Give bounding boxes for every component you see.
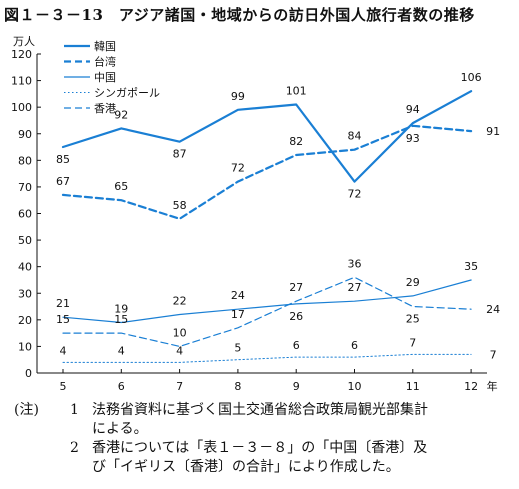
y-tick-label: 80 bbox=[18, 154, 32, 167]
data-label: 5 bbox=[234, 342, 241, 355]
data-label: 10 bbox=[173, 326, 187, 339]
y-tick-label: 110 bbox=[11, 75, 32, 88]
data-label: 21 bbox=[56, 297, 70, 310]
footnote-text: び「イギリス〔香港〕の合計」により作成した。 bbox=[92, 459, 400, 475]
x-tick-label: 11 bbox=[406, 380, 420, 393]
data-label: 67 bbox=[56, 175, 70, 188]
data-label: 15 bbox=[114, 313, 128, 326]
x-tick-label: 12 bbox=[464, 380, 478, 393]
data-label: 92 bbox=[114, 108, 128, 121]
y-unit-label: 万人 bbox=[13, 35, 35, 48]
footnote-number: 1 bbox=[70, 402, 79, 418]
series-line-0 bbox=[61, 90, 473, 183]
data-label: 6 bbox=[293, 339, 300, 352]
data-label: 25 bbox=[406, 313, 420, 326]
y-tick-label: 100 bbox=[11, 101, 32, 114]
data-label: 87 bbox=[173, 148, 187, 161]
series-line-3 bbox=[62, 353, 472, 363]
data-label: 4 bbox=[118, 344, 125, 357]
data-label: 29 bbox=[406, 276, 420, 289]
data-label: 35 bbox=[464, 260, 478, 273]
footnote-text: 法務省資料に基づく国土交通省総合政策局観光部集計 bbox=[92, 402, 428, 418]
data-label: 22 bbox=[173, 295, 187, 308]
y-tick-label: 90 bbox=[18, 128, 32, 141]
footnote-text: 香港については「表１－３－８」の「中国〔香港〕及 bbox=[92, 440, 428, 456]
x-unit-label: 年 bbox=[487, 379, 498, 393]
data-label: 84 bbox=[348, 130, 362, 143]
data-label: 58 bbox=[173, 199, 187, 212]
data-label: 91 bbox=[486, 125, 500, 138]
data-label: 4 bbox=[60, 344, 67, 357]
data-label: 36 bbox=[348, 257, 362, 270]
x-tick-label: 10 bbox=[348, 380, 362, 393]
y-tick-label: 10 bbox=[18, 340, 32, 353]
data-label: 106 bbox=[461, 71, 482, 84]
x-tick-label: 7 bbox=[176, 380, 183, 393]
footnote-text: による。 bbox=[92, 421, 148, 437]
series-line-2 bbox=[62, 279, 472, 324]
y-tick-label: 30 bbox=[18, 287, 32, 300]
legend-label: 台湾 bbox=[94, 55, 116, 69]
x-tick-label: 8 bbox=[234, 380, 241, 393]
data-label: 17 bbox=[231, 308, 245, 321]
data-label: 19 bbox=[114, 302, 128, 315]
data-label: 82 bbox=[289, 135, 303, 148]
data-label: 65 bbox=[114, 180, 128, 193]
data-label: 26 bbox=[289, 310, 303, 323]
x-tick-label: 6 bbox=[118, 380, 125, 393]
y-tick-label: 20 bbox=[18, 314, 32, 327]
legend-label: 中国 bbox=[94, 71, 116, 84]
series-line-1 bbox=[61, 124, 473, 220]
data-label: 27 bbox=[348, 281, 362, 294]
legend-label: シンガポール bbox=[94, 87, 160, 100]
footnote-number: 2 bbox=[70, 440, 79, 456]
data-label: 24 bbox=[486, 303, 500, 316]
data-label: 7 bbox=[409, 336, 416, 349]
footnote-mark: (注) bbox=[14, 402, 39, 418]
x-tick-label: 9 bbox=[293, 380, 300, 393]
y-tick-label: 120 bbox=[11, 48, 32, 61]
data-label: 27 bbox=[289, 281, 303, 294]
data-label: 99 bbox=[231, 90, 245, 103]
legend-label: 韓国 bbox=[94, 40, 116, 53]
data-label: 6 bbox=[351, 339, 358, 352]
y-tick-label: 0 bbox=[25, 367, 32, 380]
legend-label: 香港 bbox=[94, 102, 116, 115]
data-label: 72 bbox=[348, 188, 362, 201]
data-label: 93 bbox=[406, 132, 420, 145]
data-label: 101 bbox=[286, 85, 307, 98]
data-label: 24 bbox=[231, 289, 245, 302]
y-tick-label: 50 bbox=[18, 234, 32, 247]
y-tick-label: 40 bbox=[18, 261, 32, 274]
data-label: 7 bbox=[490, 348, 497, 361]
data-label: 72 bbox=[231, 162, 245, 175]
data-label: 85 bbox=[56, 153, 70, 166]
series-line-4 bbox=[62, 276, 472, 347]
data-label: 15 bbox=[56, 313, 70, 326]
x-tick-label: 5 bbox=[60, 380, 67, 393]
data-label: 4 bbox=[176, 344, 183, 357]
y-tick-label: 70 bbox=[18, 181, 32, 194]
chart-title: 図１－３－13 アジア諸国・地域からの訪日外国人旅行者数の推移 bbox=[4, 6, 475, 24]
data-label: 94 bbox=[406, 103, 420, 116]
y-tick-label: 60 bbox=[18, 208, 32, 221]
